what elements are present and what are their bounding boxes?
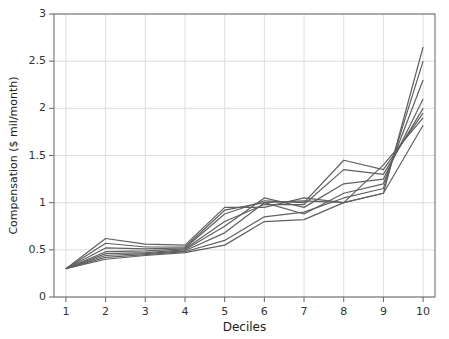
y-grid-line — [54, 61, 435, 62]
x-tick-label: 3 — [142, 305, 149, 318]
x-grid-line — [65, 14, 66, 297]
series-line — [66, 99, 423, 269]
x-grid-line — [105, 14, 106, 297]
y-tick — [49, 61, 54, 62]
x-tick-label: 7 — [301, 305, 308, 318]
series-line — [66, 61, 423, 269]
x-tick — [65, 297, 66, 302]
x-tick — [383, 297, 384, 302]
series-line — [66, 80, 423, 269]
x-tick — [184, 297, 185, 302]
x-tick-label: 8 — [340, 305, 347, 318]
x-tick — [145, 297, 146, 302]
x-tick — [343, 297, 344, 302]
y-tick-label: 1.5 — [29, 149, 47, 162]
y-tick — [49, 249, 54, 250]
y-tick-label: 0 — [39, 290, 46, 303]
y-tick — [49, 155, 54, 156]
series-line — [66, 113, 423, 269]
y-tick-label: 0.5 — [29, 243, 47, 256]
y-grid-line — [54, 108, 435, 109]
x-tick — [423, 297, 424, 302]
series-line — [66, 47, 423, 269]
x-tick — [264, 297, 265, 302]
y-tick — [49, 202, 54, 203]
x-tick-label: 9 — [380, 305, 387, 318]
x-grid-line — [383, 14, 384, 297]
plot-background — [54, 14, 435, 297]
y-grid-line — [54, 202, 435, 203]
series-line — [66, 108, 423, 268]
y-tick-label: 2.5 — [29, 54, 47, 67]
x-tick-label: 6 — [261, 305, 268, 318]
y-tick — [49, 14, 54, 15]
grid — [54, 14, 435, 297]
y-grid-line — [54, 155, 435, 156]
x-axis-label: Deciles — [223, 320, 267, 334]
x-grid-line — [304, 14, 305, 297]
chart: 0 0.5 1 1.5 2 2.5 3 1 2 3 4 5 6 7 8 9 10 Deciles Compensat… — [0, 0, 449, 339]
axes: 0 0.5 1 1.5 2 2.5 3 1 2 3 4 5 6 7 8 9 10 — [29, 7, 436, 318]
x-tick-label: 4 — [181, 305, 188, 318]
plot-frame — [54, 14, 435, 297]
y-tick-label: 2 — [39, 101, 46, 114]
y-grid-line — [54, 249, 435, 250]
x-tick-label: 1 — [62, 305, 69, 318]
x-grid-line — [264, 14, 265, 297]
x-tick-label: 10 — [416, 305, 430, 318]
y-axis-label: Compensation ($ mil/month) — [7, 76, 20, 234]
series-line — [66, 118, 423, 269]
x-grid-line — [423, 14, 424, 297]
x-tick-label: 2 — [102, 305, 109, 318]
y-tick-label: 3 — [39, 7, 46, 20]
y-tick — [49, 108, 54, 109]
x-tick — [224, 297, 225, 302]
x-tick — [105, 297, 106, 302]
x-grid-line — [184, 14, 185, 297]
x-grid-line — [224, 14, 225, 297]
series-group — [66, 47, 423, 269]
x-tick — [304, 297, 305, 302]
series-line — [66, 125, 423, 268]
y-tick-label: 1 — [39, 196, 46, 209]
y-tick — [49, 297, 54, 298]
x-tick-label: 5 — [221, 305, 228, 318]
x-grid-line — [343, 14, 344, 297]
